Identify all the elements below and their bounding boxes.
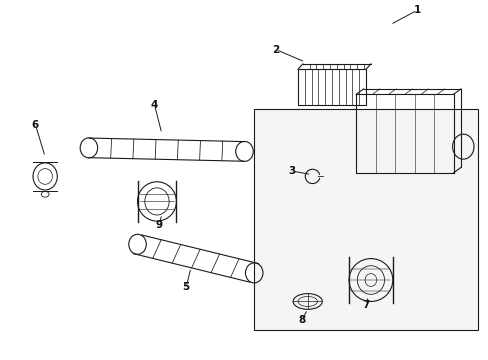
- Text: 2: 2: [272, 45, 279, 55]
- Text: 7: 7: [362, 300, 369, 310]
- Text: 4: 4: [151, 100, 158, 110]
- Text: 5: 5: [182, 282, 189, 292]
- Text: 8: 8: [298, 315, 305, 325]
- Text: 6: 6: [32, 120, 39, 130]
- Text: 9: 9: [156, 220, 163, 230]
- Bar: [297, 69, 366, 105]
- Text: 1: 1: [413, 5, 420, 15]
- Text: 3: 3: [288, 166, 295, 176]
- Bar: [254, 109, 477, 330]
